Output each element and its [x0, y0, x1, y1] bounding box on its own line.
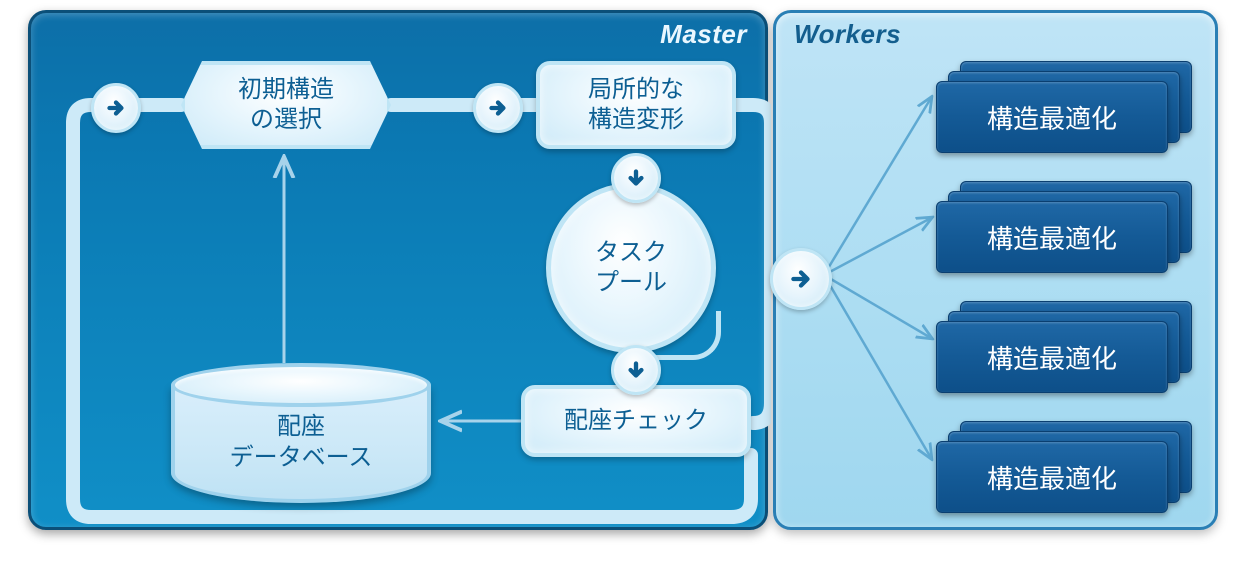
node-initial-selection: 初期構造 の選択 [181, 61, 391, 149]
worker-stack-4: 構造最適化 [936, 421, 1194, 513]
node-database: 配座 データベース [171, 363, 431, 503]
node-initial-selection-line2: の選択 [238, 105, 334, 135]
node-local-deform-line2: 構造変形 [588, 105, 684, 135]
worker-card-label: 構造最適化 [987, 339, 1117, 376]
worker-stack-1: 構造最適化 [936, 61, 1194, 153]
arrow-to-local-icon [473, 83, 523, 133]
arrow-pool-down-icon [611, 345, 661, 395]
node-database-line2: データベース [230, 442, 373, 473]
worker-card-label: 構造最適化 [987, 99, 1117, 136]
worker-card-label: 構造最適化 [987, 219, 1117, 256]
worker-card-label: 構造最適化 [987, 459, 1117, 496]
node-database-line1: 配座 [230, 411, 373, 442]
node-task-pool-line1: タスク [595, 238, 667, 268]
arrow-local-down-icon [611, 153, 661, 203]
node-task-pool-line2: プール [595, 268, 667, 298]
arrow-to-workers-icon [770, 248, 832, 310]
workers-title: Workers [794, 19, 901, 50]
worker-stack-3: 構造最適化 [936, 301, 1194, 393]
node-conf-check: 配座チェック [521, 385, 751, 457]
worker-stack-2: 構造最適化 [936, 181, 1194, 273]
master-panel: Master 初期構造 の選択 局所的 [28, 10, 768, 530]
node-local-deform: 局所的な 構造変形 [536, 61, 736, 149]
node-task-pool: タスク プール [546, 183, 726, 358]
arrow-loop-in-icon [91, 83, 141, 133]
node-initial-selection-line1: 初期構造 [238, 75, 334, 105]
node-conf-check-label: 配座チェック [564, 406, 708, 436]
workers-panel: Workers 構造最適化 構造最適化 構造最適化 [773, 10, 1218, 530]
node-local-deform-line1: 局所的な [588, 75, 684, 105]
master-title: Master [660, 19, 747, 50]
